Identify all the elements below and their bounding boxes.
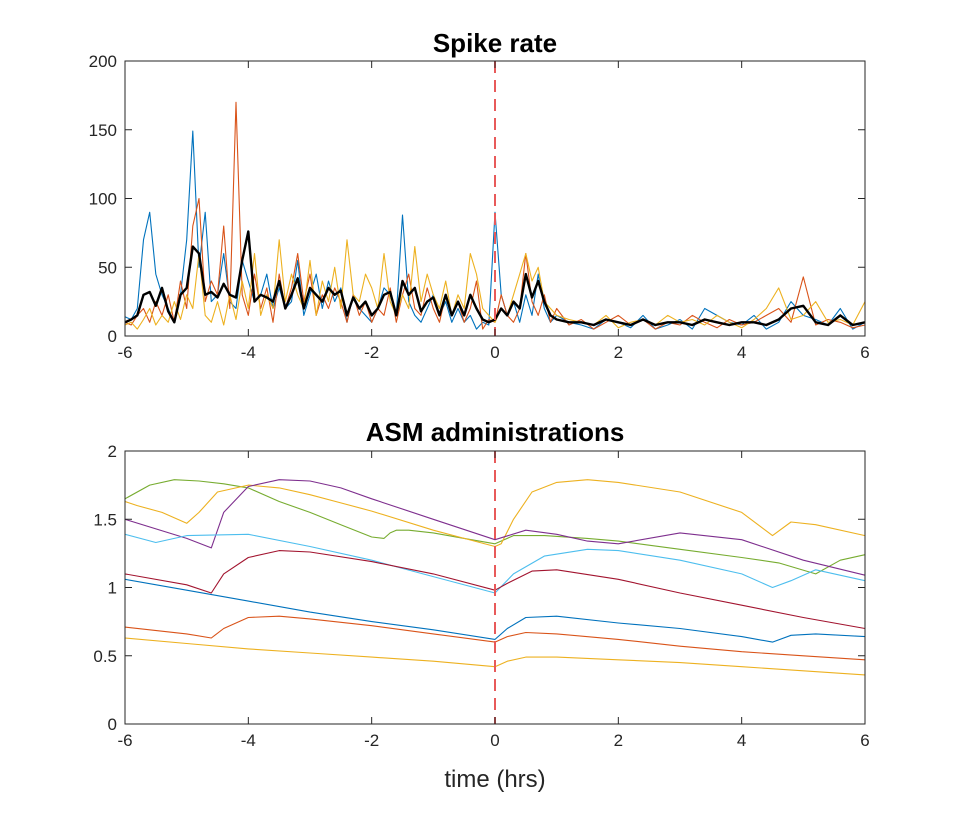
x-tick-label: -4 <box>241 343 256 362</box>
y-tick-label: 150 <box>89 121 117 140</box>
y-tick-label: 0.5 <box>93 647 117 666</box>
y-tick-label: 1.5 <box>93 510 117 529</box>
x-tick-label: 6 <box>860 343 869 362</box>
y-tick-label: 50 <box>98 258 117 277</box>
x-tick-label: 4 <box>737 731 746 750</box>
y-tick-label: 1 <box>108 579 117 598</box>
series-layer <box>124 101 866 330</box>
y-tick-label: 0 <box>108 715 117 734</box>
x-tick-label: -4 <box>241 731 256 750</box>
series-line-2 <box>124 239 866 330</box>
series-line-6 <box>124 615 866 661</box>
series-line-0 <box>124 479 866 575</box>
chart-title: Spike rate <box>433 28 557 58</box>
series-line-5 <box>124 578 866 643</box>
x-tick-label: 2 <box>614 731 623 750</box>
series-line-3 <box>124 533 866 594</box>
series-line-2 <box>124 479 866 576</box>
x-axis-label: time (hrs) <box>444 766 545 793</box>
ticks-layer: -6 -4 -2 0 2 4 6 0 0.5 1 1.5 2 <box>93 442 869 750</box>
y-tick-label: 200 <box>89 52 117 71</box>
x-tick-label: 4 <box>737 343 746 362</box>
x-tick-label: -6 <box>117 343 132 362</box>
series-line-3 <box>124 230 866 327</box>
y-tick-label: 100 <box>89 190 117 209</box>
y-tick-label: 2 <box>108 442 117 461</box>
chart-title: ASM administrations <box>366 417 625 447</box>
spike-rate-chart: Spike rate -6 -4 -2 0 2 4 6 0 50 100 150 200 <box>89 28 870 362</box>
series-line-7 <box>124 637 866 676</box>
series-line-4 <box>124 550 866 630</box>
series-line-1 <box>124 479 866 548</box>
y-tick-label: 0 <box>108 327 117 346</box>
x-tick-label: -2 <box>364 343 379 362</box>
series-line-0 <box>124 130 866 330</box>
x-tick-label: 6 <box>860 731 869 750</box>
x-tick-label: -6 <box>117 731 132 750</box>
x-tick-label: -2 <box>364 731 379 750</box>
asm-administrations-chart: ASM administrations -6 -4 -2 0 2 4 600.511.52 … <box>93 417 869 793</box>
x-tick-label: 0 <box>490 731 499 750</box>
x-tick-label: 2 <box>614 343 623 362</box>
ticks-layer: -6 -4 -2 0 2 4 6 0 50 100 150 200 <box>89 52 870 362</box>
x-tick-label: 0 <box>490 343 499 362</box>
